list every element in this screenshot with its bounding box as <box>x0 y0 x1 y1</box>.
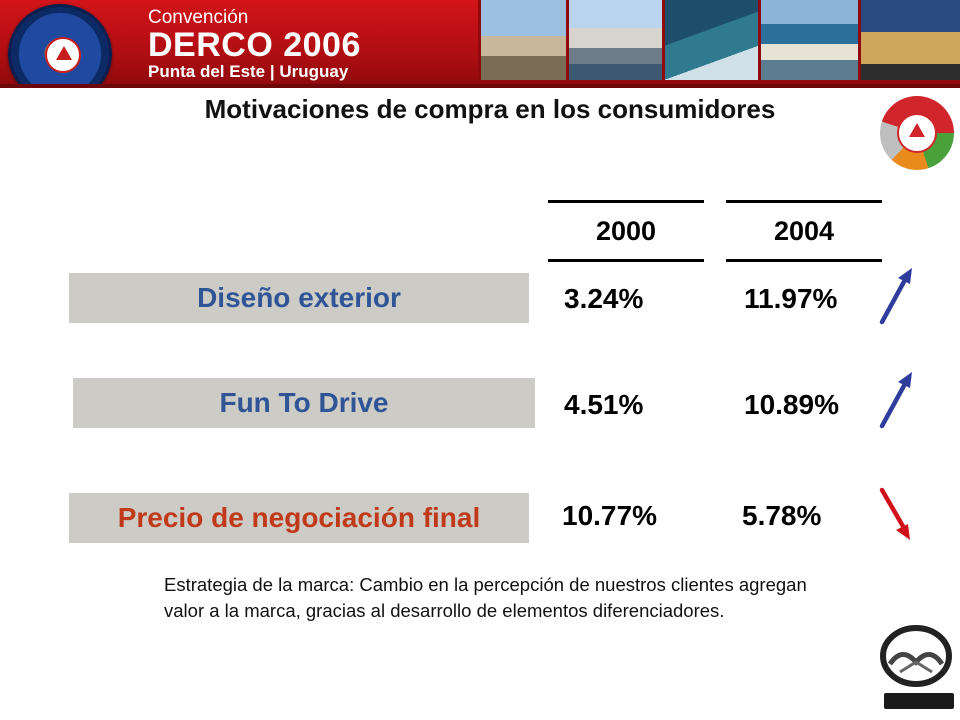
hotel-photo <box>858 0 960 80</box>
value-2000: 3.24% <box>564 283 644 314</box>
row-label-diseno-exterior: Diseño exterior <box>69 273 529 323</box>
trend-up-arrow-icon <box>879 268 912 325</box>
brand-strategy-note: Estrategia de la marca: Cambio en la per… <box>164 574 807 621</box>
header-banner: Convención DERCO 2006 Punta del Este | U… <box>0 0 960 88</box>
row-label-precio-negociacion: Precio de negociación final <box>69 493 529 543</box>
event-line-3: Punta del Este | Uruguay <box>148 62 349 81</box>
value-2004: 11.97% <box>744 283 838 314</box>
derco-es-mi-solucion-emblem-icon <box>880 96 954 170</box>
emblem-core <box>897 113 937 153</box>
value-2000: 4.51% <box>564 389 644 420</box>
year-header-2000: 2000 <box>548 200 704 262</box>
mazda-wordmark <box>884 693 954 709</box>
value-2004: 5.78% <box>742 500 822 531</box>
year-label: 2000 <box>595 216 657 246</box>
year-label: 2004 <box>773 216 835 246</box>
event-line-2: DERCO 2006 <box>148 26 361 64</box>
year-rule-bottom <box>726 259 882 262</box>
row-label-fun-to-drive: Fun To Drive <box>73 378 535 428</box>
year-rule-top <box>726 200 882 203</box>
marina-photo <box>662 0 758 80</box>
coast-buildings-photo <box>566 0 662 80</box>
trend-down-arrow-icon <box>879 487 910 540</box>
trend-up-arrow-icon <box>879 372 912 429</box>
value-2004: 10.89% <box>744 389 839 420</box>
pasion-por-el-cliente-badge-icon <box>8 4 112 88</box>
year-rule-top <box>548 200 704 203</box>
year-header-2004: 2004 <box>726 200 882 262</box>
event-title: Convención DERCO 2006 Punta del Este | U… <box>148 8 361 82</box>
derco-triangle-icon <box>45 37 81 73</box>
peninsula-aerial-photo <box>758 0 858 80</box>
page-title: Motivaciones de compra en los consumidor… <box>204 94 776 124</box>
event-line-1: Convención <box>148 7 249 28</box>
value-2000: 10.77% <box>562 500 657 531</box>
mazda-logo-icon <box>880 625 952 687</box>
banner-divider <box>0 84 960 88</box>
hand-sculpture-photo <box>478 0 566 80</box>
year-rule-bottom <box>548 259 704 262</box>
